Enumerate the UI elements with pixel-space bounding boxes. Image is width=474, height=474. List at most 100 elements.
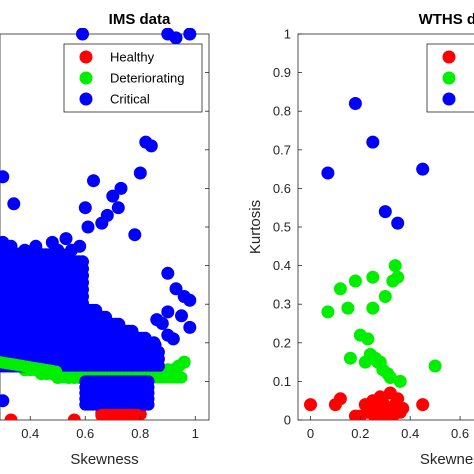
y-tick-label: 0.6 bbox=[273, 181, 291, 196]
data-point bbox=[169, 282, 183, 296]
data-point bbox=[368, 411, 382, 420]
data-point bbox=[81, 220, 95, 234]
data-point bbox=[348, 97, 362, 110]
y-tick-label: 0.1 bbox=[273, 374, 291, 389]
data-point bbox=[183, 320, 197, 334]
data-point bbox=[183, 28, 197, 41]
legend-label: Critical bbox=[110, 92, 150, 107]
data-point bbox=[393, 374, 407, 388]
data-point bbox=[133, 166, 147, 180]
x-axis-label: Skewness bbox=[70, 451, 138, 468]
data-point bbox=[144, 139, 158, 153]
data-point bbox=[175, 371, 188, 384]
data-point bbox=[0, 170, 10, 184]
data-point bbox=[378, 290, 392, 303]
data-point bbox=[388, 259, 402, 273]
data-point bbox=[321, 166, 335, 180]
legend-marker bbox=[442, 71, 456, 85]
data-point bbox=[4, 413, 18, 420]
data-point bbox=[391, 270, 405, 284]
data-point bbox=[366, 135, 380, 149]
points-group bbox=[304, 97, 442, 420]
legend-marker bbox=[79, 71, 93, 85]
wths-panel: 0 0.2 0.4 0.6 0 0.1 0.2 0.3 0.4 0.5 0.6 0.7 0.8 0.9 1 W… bbox=[247, 11, 474, 468]
data-point bbox=[59, 232, 73, 246]
data-point bbox=[76, 28, 89, 41]
chart-title: IMS data bbox=[109, 11, 171, 28]
x-tick-label: 0 bbox=[307, 426, 314, 441]
y-tick-label: 0.7 bbox=[273, 142, 291, 157]
data-point bbox=[100, 208, 114, 222]
legend bbox=[426, 43, 474, 113]
data-point bbox=[391, 216, 405, 230]
chart-title: WTHS dat bbox=[419, 11, 474, 28]
data-point bbox=[161, 305, 175, 319]
legend-label: Deteriorating bbox=[110, 71, 184, 86]
data-point bbox=[183, 293, 197, 307]
data-point bbox=[428, 359, 442, 373]
y-tick-label: 1 bbox=[284, 27, 291, 42]
data-point bbox=[366, 301, 380, 315]
x-tick-label: 0.2 bbox=[351, 426, 369, 441]
y-tick-label: 0.4 bbox=[273, 258, 291, 273]
data-point bbox=[7, 197, 21, 211]
data-point bbox=[166, 332, 180, 346]
data-point bbox=[87, 174, 100, 188]
y-tick-label: 0.9 bbox=[273, 65, 291, 80]
data-point bbox=[161, 266, 175, 280]
data-point bbox=[333, 392, 347, 406]
legend-label: Healthy bbox=[110, 50, 155, 65]
data-point bbox=[155, 317, 169, 330]
ims-panel: 0.4 0.6 0.8 1 IMS data Skewness Healthy Deterio… bbox=[0, 11, 210, 468]
points-group bbox=[0, 28, 197, 420]
data-point bbox=[175, 309, 188, 323]
y-tick-label: 0.3 bbox=[273, 297, 291, 312]
x-tick-label: 0.8 bbox=[131, 426, 149, 441]
y-tick-label: 0 bbox=[284, 413, 291, 428]
y-tick-label: 0.5 bbox=[273, 220, 291, 235]
legend-marker bbox=[442, 50, 456, 64]
data-point bbox=[111, 201, 125, 215]
data-point bbox=[114, 181, 128, 195]
data-point bbox=[321, 305, 335, 319]
y-tick-label: 0.2 bbox=[273, 335, 291, 350]
data-point bbox=[343, 351, 357, 365]
x-tick-label: 0.4 bbox=[21, 426, 39, 441]
critical-cloud bbox=[0, 248, 165, 373]
legend: Healthy Deteriorating Critical bbox=[63, 43, 203, 113]
x-tick-label: 0.6 bbox=[76, 426, 94, 441]
legend-marker bbox=[79, 50, 93, 64]
data-point bbox=[416, 398, 430, 412]
data-point bbox=[391, 392, 405, 406]
data-point bbox=[169, 31, 183, 45]
data-point bbox=[304, 398, 317, 412]
data-point bbox=[333, 282, 347, 296]
data-point bbox=[142, 375, 155, 388]
data-point bbox=[73, 239, 87, 253]
data-point bbox=[396, 401, 410, 415]
data-point bbox=[128, 228, 142, 242]
x-tick-label: 1 bbox=[192, 426, 199, 441]
data-point bbox=[151, 345, 165, 359]
y-tick-label: 0.8 bbox=[273, 104, 291, 119]
data-point bbox=[177, 355, 191, 369]
data-point bbox=[78, 201, 92, 215]
x-tick-label: 0.4 bbox=[401, 426, 419, 441]
data-point bbox=[131, 408, 144, 420]
data-point bbox=[106, 189, 120, 203]
data-point bbox=[76, 255, 89, 269]
legend-marker bbox=[442, 92, 456, 106]
data-point bbox=[381, 367, 395, 381]
data-point bbox=[341, 301, 355, 315]
y-axis-label: Kurtosis bbox=[247, 200, 264, 254]
legend-marker bbox=[79, 92, 93, 106]
x-tick-label: 0.6 bbox=[451, 426, 469, 441]
data-point bbox=[378, 411, 392, 420]
data-point bbox=[416, 162, 430, 176]
data-point bbox=[67, 413, 81, 420]
x-axis-label: Skewness bbox=[420, 451, 474, 468]
data-point bbox=[348, 274, 362, 288]
data-point bbox=[378, 205, 392, 219]
data-point bbox=[366, 270, 380, 284]
